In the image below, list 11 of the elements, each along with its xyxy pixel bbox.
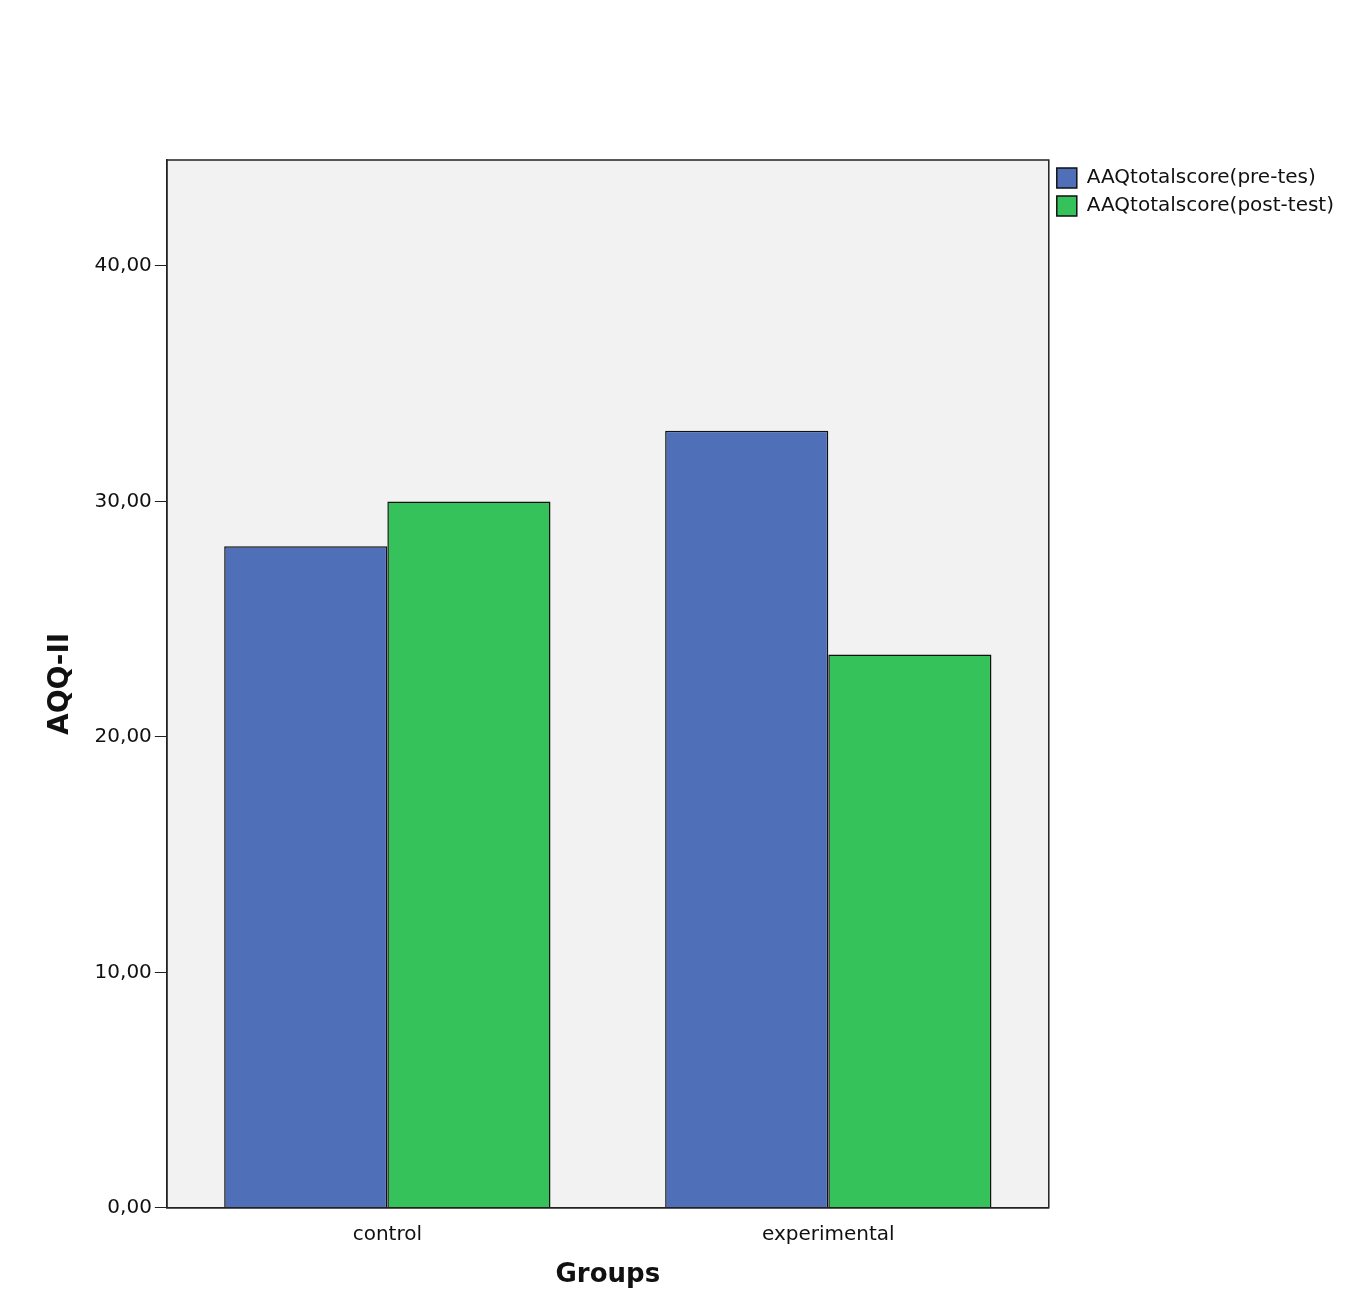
x-axis-title: Groups <box>555 1258 661 1289</box>
legend-label: AAQtotalscore(post-test) <box>1086 192 1335 217</box>
y-axis-title: AQQ-II <box>42 632 76 736</box>
y-tick-label: 40,00 <box>94 252 152 277</box>
x-tick-label: control <box>352 1221 422 1245</box>
x-tick-label: experimental <box>761 1221 895 1245</box>
y-tick-label: 10,00 <box>94 958 152 983</box>
legend-label: AAQtotalscore(pre-tes) <box>1086 164 1316 189</box>
y-tick-label: 30,00 <box>94 487 152 512</box>
y-tick-label: 20,00 <box>94 723 152 748</box>
y-tick-label: 0,00 <box>107 1194 152 1218</box>
